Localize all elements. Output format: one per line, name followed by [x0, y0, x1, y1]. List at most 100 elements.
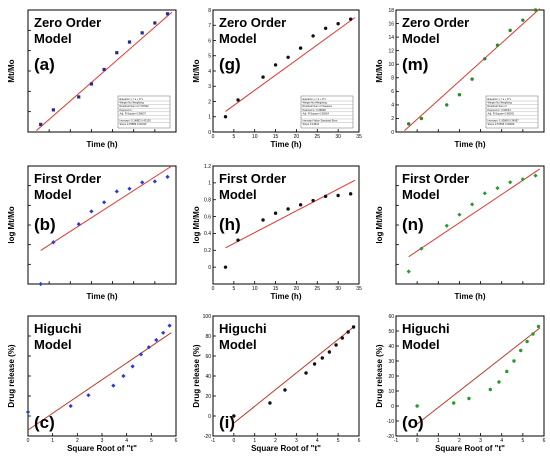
stats-row: Intercept -0.14883 0.43130	[120, 119, 152, 123]
data-point	[334, 343, 338, 347]
chart-title: Model	[402, 31, 440, 46]
data-point	[482, 191, 487, 196]
data-point	[51, 240, 56, 245]
data-point	[519, 348, 523, 353]
y-tick-label: 6	[391, 89, 394, 95]
x-tick-label: 2	[274, 438, 277, 444]
y-axis-label: Mt/Mo	[375, 59, 384, 82]
plot-frame	[212, 165, 360, 285]
data-point	[286, 55, 290, 59]
y-tick-label: 0.8	[204, 198, 211, 204]
y-tick-label: 4	[391, 103, 394, 109]
stats-row: Intercept -1.00868 0.34997	[488, 119, 520, 123]
y-tick-label: 8	[208, 8, 211, 14]
y-axis-label: Mt/Mo	[7, 59, 16, 82]
data-point	[153, 21, 157, 25]
x-tick-label: 30	[335, 134, 341, 140]
data-point	[121, 373, 126, 379]
stats-row: Equation y = a + b*x	[303, 97, 327, 101]
x-tick-label: 1	[253, 438, 256, 444]
data-point	[114, 189, 119, 194]
panel-letter: (c)	[34, 413, 55, 432]
panel-letter: (i)	[219, 413, 235, 432]
x-axis-label: Time (h)	[271, 140, 302, 149]
x-axis-label: Time (h)	[87, 140, 118, 149]
data-point	[140, 31, 144, 35]
data-point	[312, 362, 317, 366]
stats-row: Adj. R-Square 0.95654	[303, 111, 330, 115]
data-point	[311, 198, 315, 203]
data-point	[51, 108, 55, 112]
x-tick-label: 25	[315, 134, 321, 140]
panel-g: 0 5 10 15 20 25 30 35 0 1 2 3 4 5 6 7 8 Equation y = a + …	[183, 0, 366, 154]
data-point	[223, 115, 228, 119]
stats-row: Pearson's r 0.99154	[488, 108, 512, 112]
stats-row: Equation y = a + b*x	[120, 97, 144, 101]
data-point	[508, 180, 513, 185]
x-tick-label: 3	[101, 438, 104, 444]
x-tick-label: 5	[232, 286, 235, 292]
data-point	[115, 51, 119, 55]
y-tick-label: 0.2	[204, 248, 211, 254]
data-point	[111, 383, 116, 388]
y-axis-label: Drug release (%)	[7, 344, 16, 407]
x-axis-label: Time (h)	[271, 292, 302, 301]
panel-letter: (a)	[34, 55, 55, 74]
data-point	[497, 380, 501, 384]
data-point	[86, 393, 91, 398]
y-tick-label: 0	[391, 404, 394, 410]
y-tick-label: 2	[391, 116, 394, 122]
chart-m: 0 2 4 6 8 10 12 14 16 18 Equation y = a + b*xWeigh…	[375, 8, 545, 149]
x-tick-label: 5	[232, 134, 235, 140]
data-point	[505, 369, 509, 374]
y-tick-label: 10	[388, 389, 394, 395]
data-point	[25, 409, 31, 415]
chart-title: Model	[219, 31, 257, 46]
x-tick-label: 20	[294, 134, 300, 140]
chart-title: Model	[402, 187, 440, 202]
x-tick-label: 35	[356, 134, 362, 140]
y-tick-label: 0	[208, 265, 211, 271]
fit-line	[36, 11, 173, 131]
data-point	[304, 371, 308, 375]
x-tick-label: 4	[500, 438, 503, 444]
data-point	[323, 194, 328, 199]
stats-row: Adj. R-Square 0.98637	[120, 111, 147, 115]
data-point	[320, 356, 324, 360]
data-point	[102, 200, 107, 205]
y-tick-label: -10	[387, 419, 394, 425]
data-point	[351, 325, 356, 329]
data-point	[444, 223, 449, 228]
x-tick-label: 0	[27, 438, 30, 444]
y-tick-label: 80	[205, 334, 211, 340]
panel-letter: (n)	[402, 215, 424, 234]
y-tick-label: 40	[388, 344, 394, 350]
data-point	[167, 323, 172, 328]
x-tick-label: 4	[125, 438, 128, 444]
stats-row: Pearson's r 0.98098	[303, 108, 327, 112]
data-point	[232, 414, 236, 418]
x-tick-label: 10	[252, 134, 258, 140]
panel-n: First Order Model (n) Time (h) log Mt/Mo	[366, 154, 550, 308]
data-point	[68, 403, 73, 409]
chart-title: Higuchi	[402, 321, 450, 336]
chart-title: Model	[34, 187, 72, 202]
y-tick-label: 20	[205, 394, 211, 400]
x-tick-label: 3	[479, 438, 482, 444]
x-tick-label: 6	[543, 438, 546, 444]
x-tick-label: 30	[335, 286, 341, 292]
stats-row: Weight No Weighting	[488, 101, 513, 105]
x-tick-label: 2	[76, 438, 79, 444]
y-tick-label: 1.2	[204, 164, 211, 170]
stats-row: Residual Sum of Squares	[303, 104, 333, 108]
x-tick-label: 5	[150, 438, 153, 444]
data-point	[533, 8, 538, 12]
x-tick-label: 1	[51, 438, 54, 444]
panel-c: 0 1 2 3 4 5 6 Higuchi Model (c) Square Root of "t"…	[0, 308, 183, 462]
data-point	[483, 57, 487, 61]
data-point	[268, 401, 272, 405]
y-tick-label: 0	[391, 130, 394, 136]
